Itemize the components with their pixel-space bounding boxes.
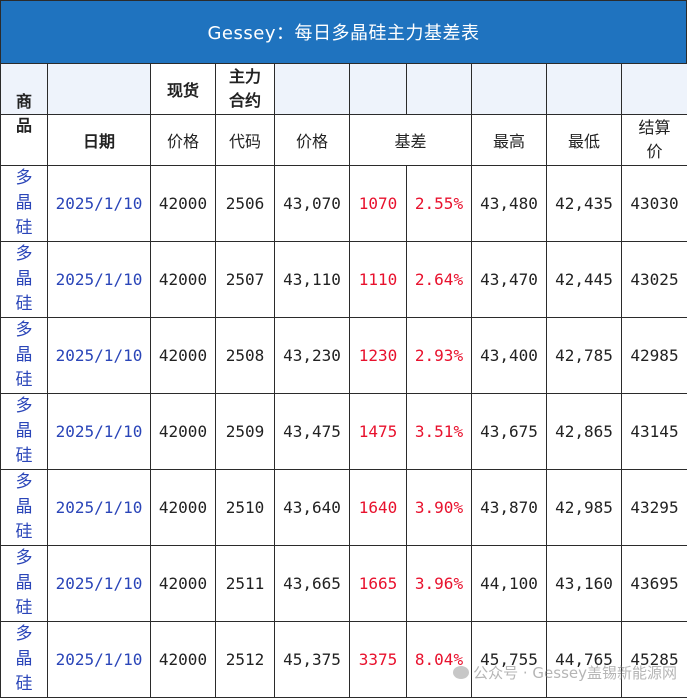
cell-spot: 42000 (151, 470, 216, 546)
header-commodity: 商品 (1, 89, 48, 140)
cell-basis: 1070 (350, 166, 407, 242)
cell-code: 2509 (216, 394, 275, 470)
cell-price: 43,640 (275, 470, 350, 546)
cell-spot: 42000 (151, 622, 216, 698)
cell-spot: 42000 (151, 394, 216, 470)
cell-date: 2025/1/10 (48, 242, 151, 318)
table-title: Gessey：每日多晶硅主力基差表 (0, 0, 687, 64)
cell-spot: 42000 (151, 166, 216, 242)
header-spot: 现货 (151, 64, 216, 115)
cell-code: 2508 (216, 318, 275, 394)
cell-date: 2025/1/10 (48, 318, 151, 394)
cell-basis-pct: 2.55% (407, 166, 472, 242)
cell-price: 43,070 (275, 166, 350, 242)
header-high: 最高 (472, 115, 547, 166)
header-blank (472, 64, 547, 115)
header-spot-price: 价格 (151, 115, 216, 166)
cell-high: 43,675 (472, 394, 547, 470)
cell-spot: 42000 (151, 546, 216, 622)
header-blank (622, 64, 687, 115)
cell-low: 42,435 (547, 166, 622, 242)
header-row-1: 现货 主力合约 (1, 64, 687, 115)
header-blank-date (48, 64, 151, 115)
header-row-2: 商品 日期 价格 代码 价格 基差 最高 最低 结算价 (1, 115, 687, 166)
cell-spot: 42000 (151, 318, 216, 394)
cell-price: 43,110 (275, 242, 350, 318)
cell-low: 42,785 (547, 318, 622, 394)
cell-settle: 43145 (622, 394, 687, 470)
cell-basis: 1640 (350, 470, 407, 546)
cell-date: 2025/1/10 (48, 166, 151, 242)
cell-basis-pct: 3.51% (407, 394, 472, 470)
cell-settle: 43295 (622, 470, 687, 546)
cell-commodity: 多晶硅 (1, 470, 48, 546)
cell-basis: 1665 (350, 546, 407, 622)
header-blank (350, 64, 407, 115)
cell-low: 44,765 (547, 622, 622, 698)
header-code: 代码 (216, 115, 275, 166)
cell-code: 2507 (216, 242, 275, 318)
cell-basis: 1110 (350, 242, 407, 318)
cell-settle: 43030 (622, 166, 687, 242)
header-low: 最低 (547, 115, 622, 166)
cell-price: 43,475 (275, 394, 350, 470)
cell-high: 43,480 (472, 166, 547, 242)
cell-basis: 1230 (350, 318, 407, 394)
cell-price: 43,230 (275, 318, 350, 394)
header-blank (275, 64, 350, 115)
header-blank (547, 64, 622, 115)
cell-high: 43,870 (472, 470, 547, 546)
header-basis: 基差 (350, 115, 472, 166)
cell-high: 43,400 (472, 318, 547, 394)
header-main-contract: 主力合约 (216, 64, 275, 115)
cell-settle: 43695 (622, 546, 687, 622)
cell-commodity: 多晶硅 (1, 318, 48, 394)
cell-code: 2512 (216, 622, 275, 698)
cell-date: 2025/1/10 (48, 470, 151, 546)
cell-basis-pct: 3.90% (407, 470, 472, 546)
cell-settle: 43025 (622, 242, 687, 318)
cell-low: 42,985 (547, 470, 622, 546)
cell-date: 2025/1/10 (48, 622, 151, 698)
cell-low: 43,160 (547, 546, 622, 622)
cell-basis: 3375 (350, 622, 407, 698)
cell-basis-pct: 2.64% (407, 242, 472, 318)
cell-price: 45,375 (275, 622, 350, 698)
cell-settle: 42985 (622, 318, 687, 394)
cell-settle: 45285 (622, 622, 687, 698)
cell-basis-pct: 3.96% (407, 546, 472, 622)
cell-high: 44,100 (472, 546, 547, 622)
cell-date: 2025/1/10 (48, 394, 151, 470)
header-price: 价格 (275, 115, 350, 166)
cell-commodity: 多晶硅 (1, 546, 48, 622)
header-settle: 结算价 (622, 115, 687, 166)
cell-basis: 1475 (350, 394, 407, 470)
header-blank (407, 64, 472, 115)
cell-high: 43,470 (472, 242, 547, 318)
header-date: 日期 (48, 115, 151, 166)
cell-basis-pct: 2.93% (407, 318, 472, 394)
cell-commodity: 多晶硅 (1, 394, 48, 470)
cell-basis-pct: 8.04% (407, 622, 472, 698)
cell-commodity: 多晶硅 (1, 242, 48, 318)
cell-code: 2506 (216, 166, 275, 242)
cell-commodity: 多晶硅 (1, 622, 48, 698)
cell-price: 43,665 (275, 546, 350, 622)
cell-commodity: 多晶硅 (1, 166, 48, 242)
cell-code: 2511 (216, 546, 275, 622)
cell-low: 42,445 (547, 242, 622, 318)
cell-code: 2510 (216, 470, 275, 546)
cell-spot: 42000 (151, 242, 216, 318)
cell-date: 2025/1/10 (48, 546, 151, 622)
cell-low: 42,865 (547, 394, 622, 470)
cell-high: 45,755 (472, 622, 547, 698)
